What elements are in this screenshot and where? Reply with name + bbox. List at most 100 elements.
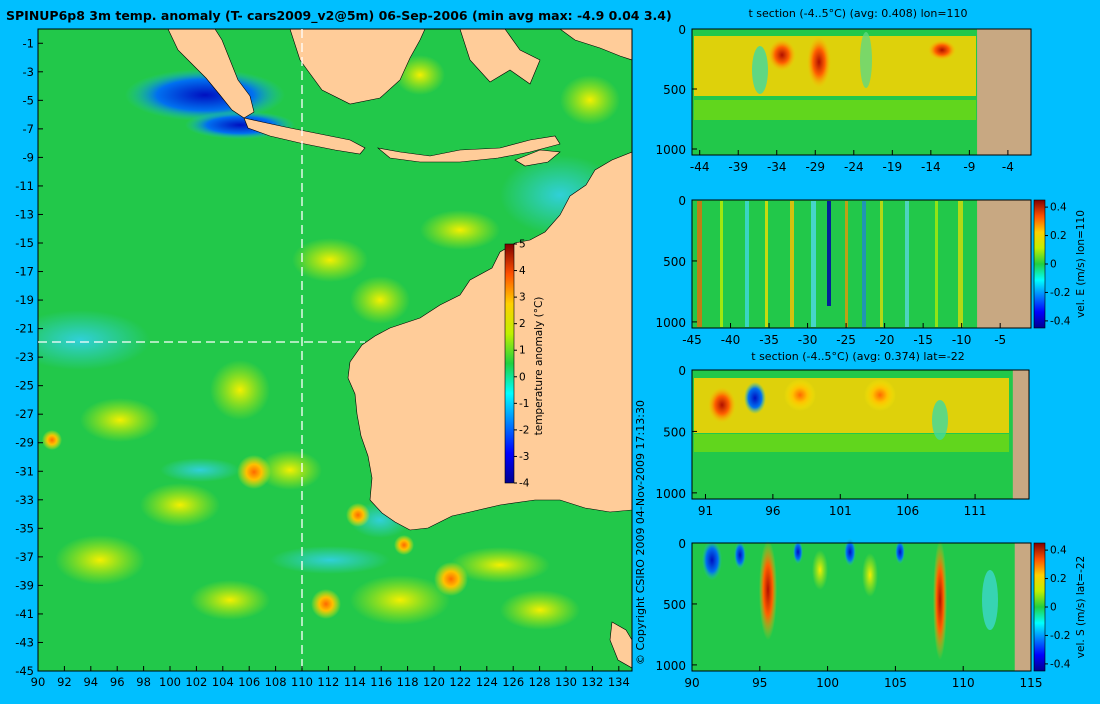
land-sumatra	[167, 29, 255, 119]
land-lesser-sunda	[376, 135, 561, 163]
section-2-x-tick-label: -15	[913, 333, 933, 347]
section-2-colorbar-tick-label: 0.4	[1050, 202, 1067, 214]
section-4-cold-core	[895, 540, 905, 564]
map-y-tick-label: -27	[15, 407, 34, 421]
section-2-x-tick-label: -45	[682, 333, 702, 347]
section-1-x-tick-label: -44	[690, 160, 710, 174]
warm-patch	[190, 580, 270, 620]
section-4-cold-core	[702, 540, 722, 580]
map-x-tick-label: 94	[83, 675, 98, 689]
section-1-frame	[691, 28, 1032, 156]
section-3-x-tick-label: 101	[829, 504, 852, 518]
section-4-cold-core	[844, 538, 856, 566]
section-1-x-tick-label: -34	[767, 160, 787, 174]
section-3-warm-layer	[694, 378, 1009, 433]
map-x-tick-label: 134	[608, 675, 630, 689]
map-x-tick-label: 118	[397, 675, 419, 689]
section-4-x-tick-label: 110	[952, 676, 975, 690]
map-x-ticks: 90 92 94 96 98 100 102 104 106 108 110 112 114 116 118…	[31, 666, 630, 689]
map-x-tick-label: 92	[57, 675, 72, 689]
map-x-tick-label: 120	[423, 675, 445, 689]
map-x-tick-label: 98	[136, 675, 151, 689]
map-colorbar-gradient	[504, 243, 515, 484]
map-colorbar-tick-label: 3	[519, 292, 526, 304]
map-colorbar-tick-label: 0	[519, 371, 526, 383]
section-2-band	[862, 201, 866, 327]
section-2-x-tick-label: -25	[836, 333, 856, 347]
map-x-tick-label: 104	[212, 675, 234, 689]
map-y-tick-label: -11	[15, 179, 34, 193]
section-3-cold-core	[744, 382, 766, 414]
section-2-x-tick-label: -5	[994, 333, 1006, 347]
section-4-colorbar-ticks: 0.4 0.2 0 -0.2 -0.4	[1045, 545, 1071, 670]
map-y-tick-label: -5	[23, 93, 34, 107]
warm-patch	[350, 276, 410, 324]
section-1-cool-layer	[694, 100, 976, 120]
section-1-seabed	[977, 29, 1031, 155]
map-x-tick-label: 96	[110, 675, 125, 689]
section-1-x-tick-label: -24	[844, 160, 864, 174]
map-colorbar-tick-label: -3	[519, 451, 529, 463]
section-4-ticks: 90 95 100 105 110 115 0 500 1000	[655, 537, 1042, 690]
section-2-band	[765, 201, 768, 327]
cool-patch	[270, 546, 390, 574]
section-4-x-tick-label: 105	[884, 676, 907, 690]
map-x-tick-label: 112	[317, 675, 339, 689]
land-new-guinea	[559, 29, 632, 61]
map-x-tick-label: 130	[555, 675, 577, 689]
land-australia	[347, 151, 632, 531]
section-2-band	[745, 201, 749, 327]
warm-patch	[210, 360, 270, 420]
section-2-band	[845, 201, 848, 327]
warm-patch	[450, 547, 550, 583]
map-colorbar-tick-label: -1	[519, 398, 529, 410]
warm-patch	[350, 575, 450, 625]
map-x-tick-label: 106	[238, 675, 260, 689]
map-y-ticks: -1 -3 -5 -7 -9 -11 -13 -15 -17 -19 -21 -23 -25 -27 -29…	[15, 36, 43, 678]
section-1-hot-core	[928, 40, 956, 60]
section-4-seabed	[1014, 543, 1031, 671]
warm-patch	[500, 590, 580, 630]
section-3-title: t section (-4..5°C) (avg: 0.374) lat=-22	[751, 350, 964, 363]
section-4-frame	[691, 542, 1032, 672]
section-1-x-tick-label: -39	[728, 160, 748, 174]
land-java	[243, 117, 366, 155]
land-tasmania	[609, 621, 632, 669]
section-1-hot-core	[768, 39, 796, 71]
section-2-y-tick-label: 0	[678, 194, 686, 208]
section-3-x-tick-label: 91	[698, 504, 713, 518]
section-2-band	[720, 201, 723, 327]
section-2-x-tick-label: -35	[759, 333, 779, 347]
section-1-panel: t section (-4..5°C) (avg: 0.408) lon=110…	[655, 7, 1032, 174]
map-y-tick-label: -29	[15, 436, 34, 450]
map-plot: 90 92 94 96 98 100 102 104 106 108 110 112 114 116 118…	[15, 28, 633, 689]
map-x-tick-label: 116	[370, 675, 392, 689]
warm-eddy	[434, 562, 468, 596]
section-2-colorbar-label: vel. E (m/s) lon=110	[1075, 210, 1087, 318]
map-colorbar-tick-label: 2	[519, 318, 526, 330]
section-4-colorbar-tick-label: -0.2	[1050, 630, 1071, 642]
section-4-field	[692, 543, 1031, 671]
map-colorbar-tick-label: -2	[519, 424, 529, 436]
section-4-panel: 90 95 100 105 110 115 0 500 1000 0.4 0.2 0 -0.2 -0.4…	[655, 537, 1087, 690]
section-4-warm-core	[862, 553, 878, 597]
warm-patch	[80, 398, 160, 442]
section-4-cold-core	[793, 540, 803, 564]
section-4-warm-core	[812, 550, 828, 590]
section-3-cool-layer	[694, 434, 1009, 452]
section-3-seabed	[1012, 370, 1029, 499]
section-2-band	[935, 201, 938, 327]
warm-eddy	[311, 589, 341, 619]
section-1-x-tick-label: -14	[921, 160, 941, 174]
section-2-y-tick-label: 500	[663, 255, 686, 269]
map-x-tick-label: 122	[449, 675, 471, 689]
cool-patch	[38, 310, 150, 370]
section-2-y-tick-label: 1000	[655, 316, 686, 330]
section-4-y-tick-label: 0	[678, 537, 686, 551]
map-frame	[37, 28, 633, 672]
map-y-tick-label: -15	[15, 236, 34, 250]
warm-eddy	[237, 455, 271, 489]
section-4-colorbar-gradient	[1033, 542, 1046, 672]
